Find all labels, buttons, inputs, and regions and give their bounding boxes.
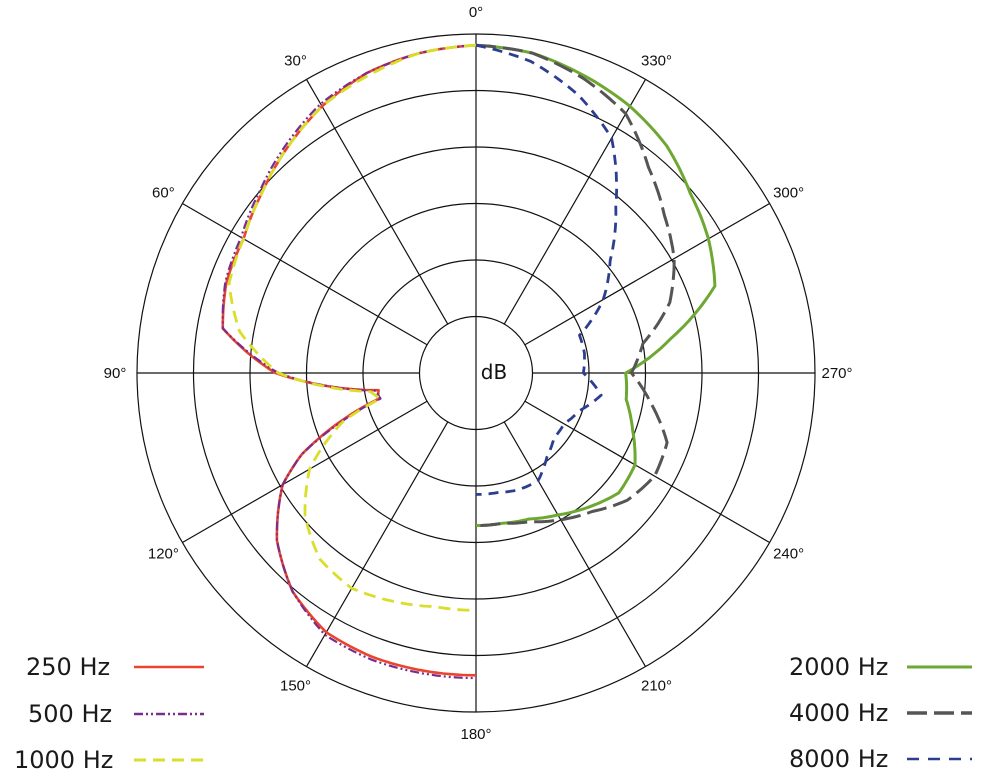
angle-label: 0°: [469, 4, 483, 21]
angle-label: 150°: [280, 678, 311, 695]
legend-swatch: [134, 712, 204, 716]
polar-grid: [136, 33, 816, 713]
polar-series: [221, 43, 717, 680]
angle-labels: 0° 30° 60° 90° 120° 150° 180° 210° 240° 270° 300° 3…: [104, 4, 853, 743]
legend-label: 8000 Hz: [789, 745, 889, 773]
legend-label: 500 Hz: [28, 700, 113, 728]
grid-spoke: [503, 421, 647, 667]
series-line-1000hz: [227, 43, 477, 612]
legend-item-250hz: 250 Hz: [14, 652, 264, 682]
center-unit-label: dB: [481, 360, 507, 384]
legend-label: 2000 Hz: [789, 653, 889, 681]
legend-label: 4000 Hz: [789, 699, 889, 727]
legend-swatch: [134, 665, 204, 669]
legend-label: 1000 Hz: [14, 746, 114, 774]
series-line-500hz: [221, 44, 477, 680]
angle-label: 60°: [152, 185, 175, 202]
grid-spoke: [305, 79, 449, 325]
grid-spoke: [524, 202, 770, 346]
series-line-2000hz: [475, 43, 717, 527]
legend-item-8000hz: 8000 Hz: [787, 744, 990, 774]
series-line-4000hz: [475, 43, 676, 527]
legend-swatch: [907, 711, 972, 715]
angle-label: 120°: [148, 546, 179, 563]
grid-spoke: [524, 400, 770, 544]
legend-label: 250 Hz: [26, 653, 111, 681]
series-line-8000hz: [475, 43, 618, 496]
angle-label: 30°: [284, 52, 307, 69]
grid-spoke: [305, 421, 449, 667]
legend-swatch: [907, 665, 972, 669]
angle-label: 90°: [104, 365, 127, 382]
angle-label: 270°: [821, 365, 852, 382]
legend-swatch: [134, 758, 204, 762]
angle-label: 210°: [641, 678, 672, 695]
angle-label: 180°: [460, 726, 491, 743]
legend-item-500hz: 500 Hz: [14, 699, 264, 729]
series-line-250hz: [221, 44, 477, 677]
angle-label: 240°: [773, 546, 804, 563]
legend-item-4000hz: 4000 Hz: [787, 698, 990, 728]
legend-item-2000hz: 2000 Hz: [787, 652, 990, 682]
grid-spoke: [182, 400, 428, 544]
legend-swatch: [907, 757, 972, 761]
legend-item-1000hz: 1000 Hz: [14, 745, 264, 775]
grid-spoke: [182, 202, 428, 346]
grid-spoke: [503, 79, 647, 325]
angle-label: 300°: [773, 185, 804, 202]
angle-label: 330°: [641, 52, 672, 69]
